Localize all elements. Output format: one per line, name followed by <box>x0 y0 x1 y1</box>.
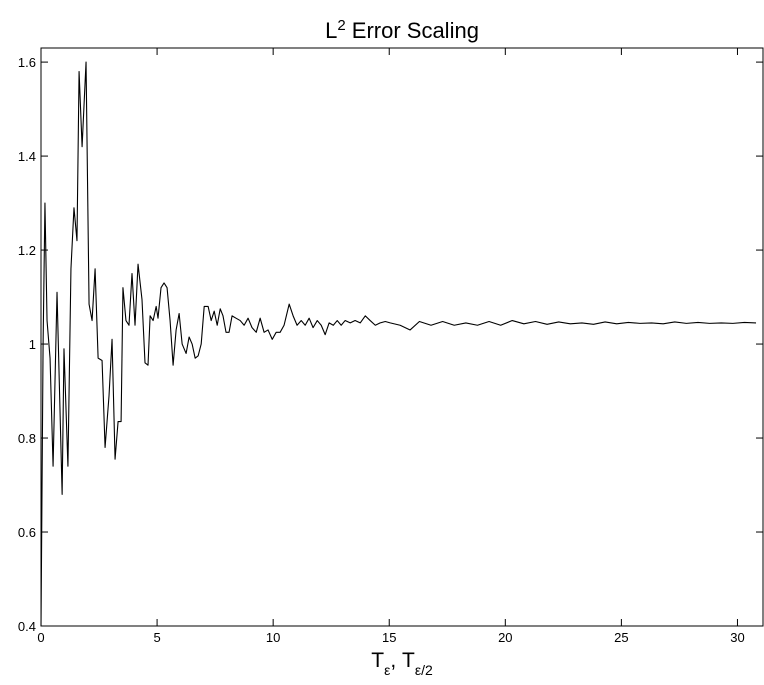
x-tick-label: 25 <box>614 630 628 645</box>
xlabel-part: , T <box>390 649 415 672</box>
xlabel-part: ε/2 <box>415 662 433 678</box>
xlabel-part: ε <box>384 662 390 678</box>
y-tick-label: 0.6 <box>18 525 36 540</box>
y-tick-label: 1.4 <box>18 149 36 164</box>
chart-title: L2 Error Scaling <box>325 17 479 44</box>
y-tick-label: 0.8 <box>18 431 36 446</box>
data-line <box>40 61 757 627</box>
x-tick-label: 5 <box>153 630 160 645</box>
y-tick-label: 1.2 <box>18 243 36 258</box>
x-tick-label: 15 <box>382 630 396 645</box>
x-tick-label: 20 <box>498 630 512 645</box>
x-axis-label: Tε, Tε/2 <box>371 649 433 678</box>
xlabel-part: T <box>371 649 384 672</box>
title-part: 2 <box>337 17 345 34</box>
y-tick-label: 0.4 <box>18 619 36 634</box>
x-tick-label: 0 <box>37 630 44 645</box>
y-tick-label: 1 <box>29 337 36 352</box>
plot-frame <box>40 47 764 627</box>
title-part: Error Scaling <box>346 18 479 43</box>
x-tick-label: 10 <box>266 630 280 645</box>
y-tick-label: 1.6 <box>18 55 36 70</box>
x-tick-label: 30 <box>730 630 744 645</box>
title-part: L <box>325 18 337 43</box>
